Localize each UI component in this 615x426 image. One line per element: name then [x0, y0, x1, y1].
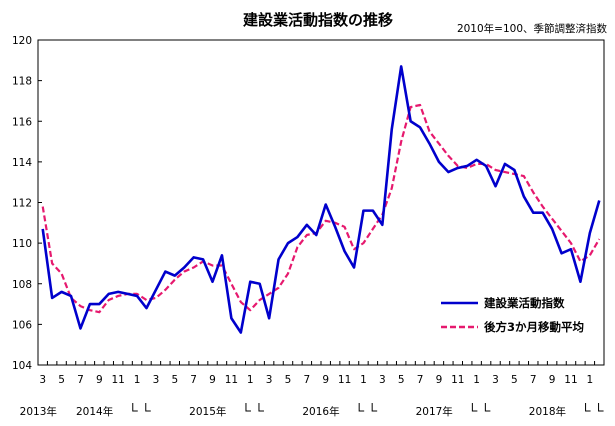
x-tick-label: 9: [436, 374, 443, 386]
x-tick-label: 9: [322, 374, 329, 386]
year-label: 2013年: [20, 405, 57, 418]
x-tick-label: 5: [511, 374, 518, 386]
year-separator: [132, 403, 151, 412]
x-tick-label: 7: [304, 374, 311, 386]
x-tick-label: 7: [530, 374, 537, 386]
x-tick-label: 3: [39, 374, 46, 386]
x-tick-label: 3: [379, 374, 386, 386]
year-separator: [471, 403, 491, 412]
x-tick-label: 5: [171, 374, 178, 386]
y-tick-label: 114: [12, 157, 32, 169]
series-line-activity-index: [41, 65, 601, 334]
x-tick-label: 1: [247, 374, 254, 386]
x-tick-label: 7: [417, 374, 424, 386]
y-tick-label: 112: [12, 198, 32, 210]
x-tick-label: 9: [549, 374, 556, 386]
year-separator: [585, 403, 604, 412]
legend-label-activity-index: 建設業活動指数: [484, 296, 565, 310]
y-tick-label: 116: [12, 116, 32, 128]
y-tick-label: 110: [12, 238, 32, 250]
legend-label-moving-average: 後方3か月移動平均: [484, 320, 584, 334]
x-tick-label: 3: [153, 374, 160, 386]
x-tick-label: 7: [77, 374, 84, 386]
x-tick-label: 5: [58, 374, 65, 386]
y-axis: 104 106 108 110 112 114 116 118 120: [12, 35, 42, 372]
x-tick-label: 11: [564, 374, 577, 386]
x-tick-label: 7: [190, 374, 197, 386]
x-tick-label: 1: [360, 374, 367, 386]
y-tick-label: 120: [12, 35, 32, 47]
x-tick-label: 5: [398, 374, 405, 386]
x-tick-label: 9: [209, 374, 216, 386]
plot-area: [37, 39, 605, 366]
x-tick-label: 11: [338, 374, 351, 386]
x-tick-label: 3: [492, 374, 499, 386]
x-tick-label: 1: [473, 374, 480, 386]
year-label: 2016年: [302, 405, 339, 418]
x-tick-label: 9: [96, 374, 103, 386]
x-tick-label: 11: [111, 374, 124, 386]
x-tick-label: 11: [451, 374, 464, 386]
x-tick-label: 1: [587, 374, 594, 386]
x-tick-label: 5: [285, 374, 292, 386]
chart-title: 建設業活動指数の推移: [243, 11, 393, 29]
series-line-moving-average: [41, 103, 601, 314]
year-separator: [358, 403, 378, 412]
year-label: 2015年: [189, 405, 226, 418]
legend: 建設業活動指数 後方3か月移動平均: [441, 296, 584, 334]
chart-subtitle: 2010年=100、季節調整済指数: [457, 22, 608, 35]
year-separator: [245, 403, 264, 412]
x-axis: 3 5 7 9 11 1 3 5 7 9 11 1 3 5 7 9 11 1 3 5 7 9 11 1 3 5 7 9 11 12013年…: [20, 361, 605, 418]
series-group: [41, 65, 601, 334]
x-tick-label: 1: [134, 374, 141, 386]
x-tick-label: 11: [225, 374, 238, 386]
y-tick-label: 104: [12, 360, 32, 372]
y-tick-label: 118: [12, 76, 32, 88]
y-tick-label: 106: [12, 319, 32, 331]
year-label: 2017年: [416, 405, 453, 418]
year-label: 2018年: [529, 405, 566, 418]
y-tick-label: 108: [12, 279, 32, 291]
year-label: 2014年: [76, 405, 113, 418]
x-tick-label: 3: [266, 374, 273, 386]
